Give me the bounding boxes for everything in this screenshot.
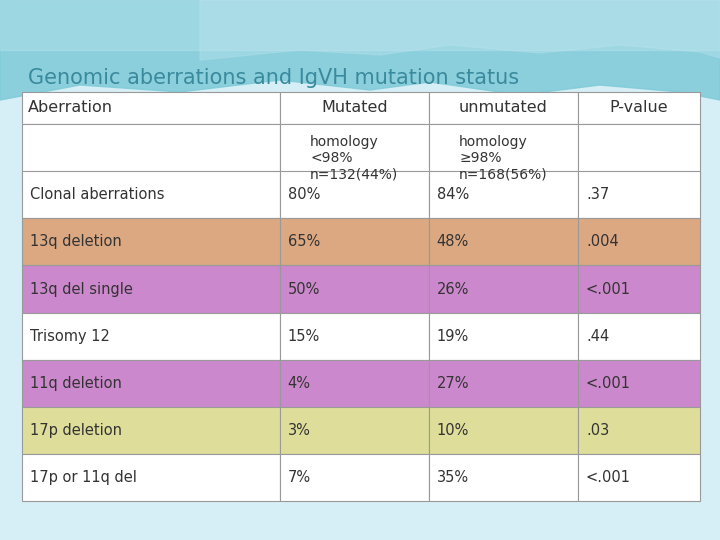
- Text: 4%: 4%: [288, 376, 310, 391]
- Text: 80%: 80%: [288, 187, 320, 202]
- Bar: [578, 313, 700, 360]
- Bar: [279, 454, 429, 501]
- Bar: [22, 218, 279, 266]
- Bar: [22, 92, 279, 124]
- Text: Genomic aberrations and IgVH mutation status: Genomic aberrations and IgVH mutation st…: [28, 68, 519, 88]
- Bar: [429, 171, 578, 218]
- Bar: [578, 454, 700, 501]
- Text: Trisomy 12: Trisomy 12: [30, 329, 110, 343]
- Bar: [279, 218, 429, 266]
- Bar: [22, 266, 279, 313]
- Bar: [429, 266, 578, 313]
- Text: 26%: 26%: [437, 281, 469, 296]
- Text: .004: .004: [586, 234, 618, 249]
- Text: 27%: 27%: [437, 376, 469, 391]
- Text: .37: .37: [586, 187, 609, 202]
- Text: 13q deletion: 13q deletion: [30, 234, 122, 249]
- Bar: [429, 313, 578, 360]
- Text: Aberration: Aberration: [28, 100, 113, 116]
- Bar: [578, 171, 700, 218]
- Text: 65%: 65%: [288, 234, 320, 249]
- Bar: [578, 407, 700, 454]
- Polygon shape: [200, 0, 720, 60]
- Bar: [279, 313, 429, 360]
- Bar: [578, 124, 700, 192]
- Bar: [578, 266, 700, 313]
- Bar: [429, 454, 578, 501]
- Text: unmutated: unmutated: [459, 100, 548, 116]
- Text: 13q del single: 13q del single: [30, 281, 133, 296]
- Text: 3%: 3%: [288, 423, 310, 438]
- Text: 35%: 35%: [437, 470, 469, 485]
- Text: 84%: 84%: [437, 187, 469, 202]
- Bar: [429, 360, 578, 407]
- Text: 50%: 50%: [288, 281, 320, 296]
- Bar: [22, 407, 279, 454]
- Text: 7%: 7%: [288, 470, 311, 485]
- Text: <.001: <.001: [586, 470, 631, 485]
- Text: .03: .03: [586, 423, 609, 438]
- Bar: [279, 124, 429, 192]
- Text: .44: .44: [586, 329, 609, 343]
- Text: 19%: 19%: [437, 329, 469, 343]
- Text: Clonal aberrations: Clonal aberrations: [30, 187, 164, 202]
- Bar: [22, 171, 279, 218]
- Text: 11q deletion: 11q deletion: [30, 376, 122, 391]
- Bar: [429, 124, 578, 192]
- Text: <.001: <.001: [586, 376, 631, 391]
- Bar: [429, 407, 578, 454]
- Polygon shape: [0, 0, 720, 100]
- Text: 15%: 15%: [288, 329, 320, 343]
- Bar: [279, 266, 429, 313]
- Bar: [22, 313, 279, 360]
- Bar: [22, 124, 279, 192]
- Bar: [279, 407, 429, 454]
- Polygon shape: [0, 0, 720, 50]
- Text: Mutated: Mutated: [321, 100, 387, 116]
- Bar: [279, 171, 429, 218]
- Text: 17p deletion: 17p deletion: [30, 423, 122, 438]
- Text: 10%: 10%: [437, 423, 469, 438]
- Text: P-value: P-value: [610, 100, 668, 116]
- Text: 48%: 48%: [437, 234, 469, 249]
- Bar: [578, 218, 700, 266]
- Text: homology
<98%
n=132(44%): homology <98% n=132(44%): [310, 135, 398, 181]
- Text: homology
≥98%
n=168(56%): homology ≥98% n=168(56%): [459, 135, 548, 181]
- Bar: [429, 218, 578, 266]
- Bar: [279, 360, 429, 407]
- Bar: [578, 360, 700, 407]
- Bar: [578, 92, 700, 124]
- Text: 17p or 11q del: 17p or 11q del: [30, 470, 137, 485]
- Bar: [22, 454, 279, 501]
- Bar: [22, 360, 279, 407]
- Bar: [279, 92, 429, 124]
- Text: <.001: <.001: [586, 281, 631, 296]
- Bar: [429, 92, 578, 124]
